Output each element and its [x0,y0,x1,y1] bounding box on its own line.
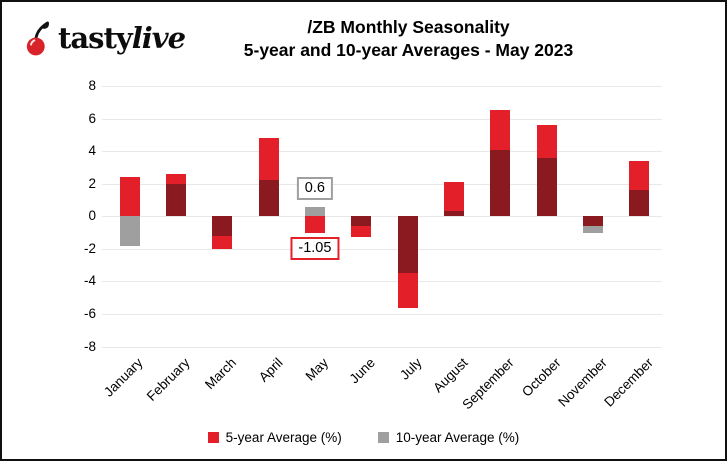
x-label-december: December [601,355,656,410]
x-label-may: May [302,355,332,384]
legend-item-10-year: 10-year Average (%) [377,430,520,445]
annotation--1.05: -1.05 [290,237,340,261]
cherry-icon [26,21,49,56]
y-tick-8: 8 [88,77,96,93]
gridline--8 [102,346,662,348]
bar-overlap-july [397,216,418,274]
x-label-february: February [143,355,193,404]
x-label-january: January [101,355,147,400]
bar-overlap-february [165,183,186,217]
bar-10yr-november [583,226,603,233]
bar-5yr-october [536,125,557,158]
bar-10yr-may [304,206,325,217]
bar-overlap-september [490,149,511,217]
bar-overlap-august [443,211,464,217]
gridline-8 [102,85,662,87]
bar-5yr-june [351,226,372,238]
gridline--6 [102,314,662,316]
y-tick--6: -6 [83,306,96,322]
bar-5yr-december [629,160,650,191]
bar-5yr-may [304,216,325,234]
bar-5yr-july [397,273,418,308]
x-label-october: October [518,355,564,400]
x-label-march: March [201,355,239,393]
brand-tasty: tasty [58,21,133,55]
bar-5yr-april [258,138,279,180]
tastylive-logo: tastylive [24,20,186,56]
chart-subtitle: 5-year and 10-year Averages - May 2023 [243,40,574,60]
y-tick-2: 2 [88,175,96,191]
y-tick-0: 0 [88,208,96,224]
x-label-august: August [430,355,471,396]
brand-live: live [131,21,186,55]
legend: 5-year Average (%) 10-year Average (%) [2,430,725,445]
legend-label-10-year: 10-year Average (%) [395,430,520,445]
gridline-6 [102,118,662,120]
bar-overlap-october [536,157,557,217]
gridline-4 [102,151,662,153]
y-tick--4: -4 [83,273,96,289]
y-tick--8: -8 [83,338,96,354]
legend-swatch-5-year [207,432,219,443]
bar-overlap-april [258,179,279,217]
bar-5yr-march [212,235,233,249]
x-label-november: November [554,355,610,410]
bar-overlap-november [583,216,603,227]
gridline--4 [102,281,662,283]
x-label-june: June [346,355,378,387]
chart-title-block: /ZB Monthly Seasonality 5-year and 10-ye… [122,16,695,62]
legend-item-5-year: 5-year Average (%) [207,430,342,445]
bar-5yr-august [443,182,464,212]
y-tick-4: 4 [88,143,96,159]
gridline-0 [102,216,662,218]
bar-5yr-january [119,177,140,217]
legend-swatch-10-year [377,432,389,443]
legend-label-5-year: 5-year Average (%) [225,430,342,445]
annotation-0.6: 0.6 [296,176,333,200]
bar-5yr-september [490,110,511,150]
y-tick-6: 6 [88,110,96,126]
bar-5yr-february [165,173,186,184]
gridline--2 [102,248,662,250]
x-label-april: April [255,355,286,385]
chart-title: /ZB Monthly Seasonality [307,17,510,37]
brand-wordmark: tastylive [58,20,186,56]
x-label-july: July [396,355,425,383]
bar-overlap-march [212,216,233,236]
bar-overlap-june [351,216,372,227]
bar-10yr-january [119,216,140,246]
y-tick--2: -2 [83,240,96,256]
gridline-2 [102,183,662,185]
bar-overlap-december [629,190,650,217]
